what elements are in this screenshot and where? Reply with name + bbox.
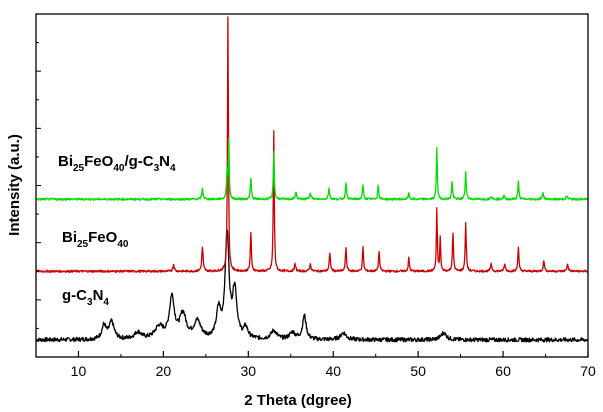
series-label-part: 25 [73,163,85,174]
series-label-part: N [93,287,104,304]
series-label-part: 40 [113,163,125,174]
series-label-part: 40 [117,239,129,250]
series-label-1: Bi25FeO40 [62,229,129,250]
series-label-part: FeO [84,153,114,170]
series-label-part: 4 [103,297,109,308]
series-line-2 [35,137,589,201]
series-line-0 [35,229,589,343]
tick-layer: 10 20 30 40 50 60 70 [35,42,596,379]
plot-frame [35,13,589,358]
series-label-2: Bi25FeO40/g-C3N4 [58,153,176,174]
series-label-part: Bi [62,229,77,246]
series-line-1 [35,16,589,273]
series-label-part: 4 [170,163,176,174]
series-label-part: N [159,153,170,170]
y-axis-title: Intensity (a.u.) [6,134,23,236]
series-label-part: 3 [87,297,93,308]
x-tick-label: 60 [495,363,511,379]
series-label-0: g-C3N4 [62,287,109,308]
series-label-part: Bi [58,153,73,170]
series-label-part: 25 [77,239,89,250]
series-label-part: 3 [154,163,160,174]
x-tick-label: 10 [71,363,87,379]
x-axis-title: 2 Theta (dgree) [244,392,352,409]
x-tick-label: 50 [410,363,426,379]
series-layer [35,16,589,343]
x-tick-label: 70 [580,363,596,379]
series-label-part: g-C [62,287,87,304]
x-tick-label: 40 [325,363,341,379]
series-label-part: /g-C [124,153,153,170]
series-label-part: FeO [88,229,118,246]
x-tick-label: 30 [241,363,257,379]
x-tick-label: 20 [156,363,172,379]
